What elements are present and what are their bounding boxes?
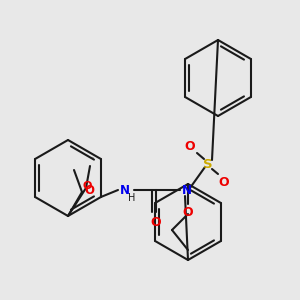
Text: N: N (120, 184, 130, 197)
Text: S: S (203, 158, 213, 170)
Text: O: O (151, 217, 161, 230)
Text: H: H (128, 193, 135, 203)
Text: O: O (84, 184, 94, 196)
Text: N: N (182, 184, 192, 196)
Text: O: O (183, 206, 193, 218)
Text: O: O (82, 181, 92, 191)
Text: O: O (219, 176, 229, 188)
Text: methyl: methyl (90, 157, 95, 158)
Text: O: O (185, 140, 195, 152)
